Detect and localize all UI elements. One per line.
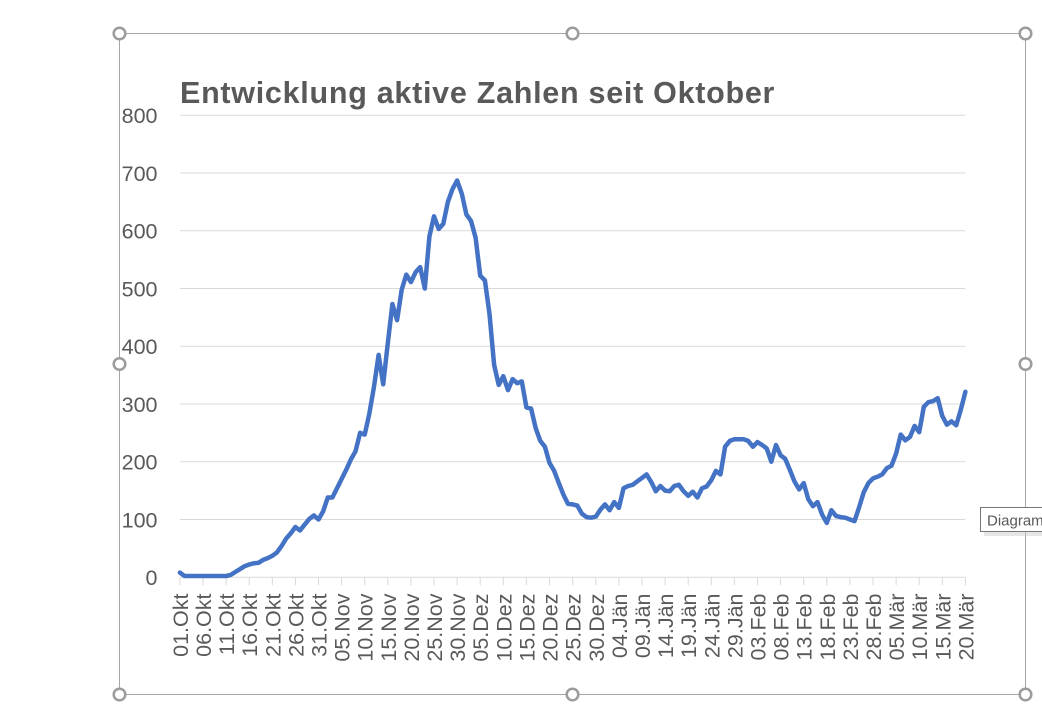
- svg-text:0: 0: [146, 566, 158, 590]
- svg-text:200: 200: [122, 451, 158, 475]
- svg-text:09.Jän: 09.Jän: [631, 594, 655, 659]
- svg-text:19.Jän: 19.Jän: [677, 594, 701, 659]
- svg-text:05.Nov: 05.Nov: [331, 593, 355, 661]
- svg-text:01.Okt: 01.Okt: [169, 593, 193, 656]
- svg-text:10.Mär: 10.Mär: [908, 594, 932, 661]
- svg-text:Diagrammbereich: Diagrammbereich: [987, 513, 1042, 530]
- svg-text:25.Dez: 25.Dez: [562, 594, 586, 662]
- svg-text:06.Okt: 06.Okt: [192, 593, 216, 656]
- svg-text:24.Jän: 24.Jän: [700, 594, 724, 659]
- svg-text:21.Okt: 21.Okt: [261, 593, 285, 656]
- svg-text:28.Feb: 28.Feb: [862, 593, 886, 660]
- svg-text:20.Dez: 20.Dez: [539, 594, 563, 662]
- svg-text:25.Nov: 25.Nov: [423, 593, 447, 661]
- svg-text:11.Okt: 11.Okt: [215, 593, 239, 655]
- svg-text:15.Mär: 15.Mär: [931, 594, 955, 661]
- svg-text:05.Dez: 05.Dez: [469, 594, 493, 662]
- svg-text:04.Jän: 04.Jän: [608, 594, 632, 659]
- svg-text:26.Okt: 26.Okt: [284, 593, 308, 656]
- svg-text:05.Mär: 05.Mär: [885, 594, 909, 661]
- svg-text:29.Jän: 29.Jän: [723, 594, 747, 659]
- svg-text:400: 400: [122, 335, 158, 359]
- svg-text:18.Feb: 18.Feb: [816, 593, 840, 660]
- svg-text:15.Dez: 15.Dez: [515, 594, 539, 662]
- svg-text:30.Dez: 30.Dez: [585, 594, 609, 662]
- svg-text:600: 600: [122, 220, 158, 244]
- svg-text:20.Mär: 20.Mär: [954, 594, 978, 661]
- svg-text:20.Nov: 20.Nov: [400, 593, 424, 661]
- svg-text:10.Nov: 10.Nov: [354, 593, 378, 661]
- svg-text:800: 800: [122, 104, 158, 128]
- svg-text:10.Dez: 10.Dez: [492, 594, 516, 662]
- svg-text:100: 100: [122, 508, 158, 532]
- svg-text:03.Feb: 03.Feb: [747, 593, 771, 660]
- svg-text:30.Nov: 30.Nov: [446, 593, 470, 661]
- svg-text:700: 700: [122, 162, 158, 186]
- svg-text:16.Okt: 16.Okt: [238, 593, 262, 656]
- svg-text:23.Feb: 23.Feb: [839, 593, 863, 660]
- svg-text:08.Feb: 08.Feb: [770, 593, 794, 660]
- svg-text:15.Nov: 15.Nov: [377, 593, 401, 661]
- svg-text:300: 300: [122, 393, 158, 417]
- svg-text:14.Jän: 14.Jän: [654, 594, 678, 659]
- svg-text:Entwicklung aktive Zahlen seit: Entwicklung aktive Zahlen seit Oktober: [180, 76, 775, 110]
- svg-text:31.Okt: 31.Okt: [308, 593, 332, 656]
- svg-text:13.Feb: 13.Feb: [793, 593, 817, 660]
- svg-text:500: 500: [122, 277, 158, 301]
